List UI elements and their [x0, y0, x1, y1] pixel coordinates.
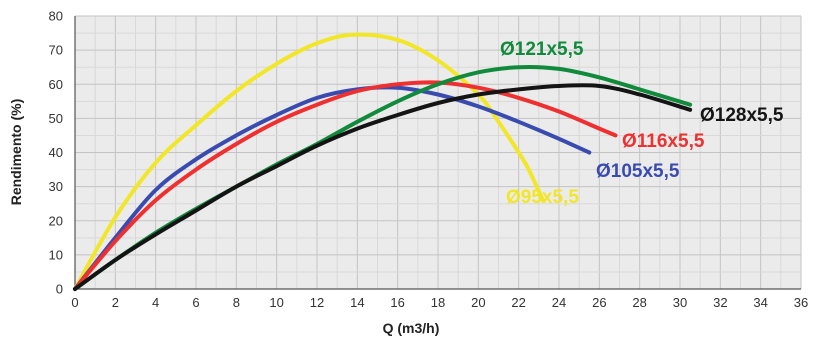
y-tick-label: 40: [49, 145, 63, 160]
series-line-2: [73, 85, 592, 291]
y-tick-label: 50: [49, 111, 63, 126]
series-label-3: Ø116x5,5: [622, 131, 705, 152]
x-tick-label: 6: [192, 295, 199, 310]
series-label-5: Ø128x5,5: [700, 105, 784, 126]
x-tick-label: 8: [233, 295, 240, 310]
y-tick-label: 80: [49, 9, 63, 24]
series-label-1: Ø95x5,5: [506, 187, 579, 208]
y-tick-label: 0: [56, 282, 63, 297]
x-tick-label: 28: [632, 295, 646, 310]
x-tick-label: 20: [471, 295, 485, 310]
y-tick-label: 20: [49, 213, 63, 228]
axes: [74, 16, 801, 290]
y-tick-label: 70: [49, 43, 63, 58]
series-line-1: [73, 32, 545, 291]
x-tick-label: 36: [794, 295, 808, 310]
x-tick-label: 10: [269, 295, 283, 310]
series-label-4: Ø121x5,5: [500, 39, 584, 60]
x-tick-label: 34: [753, 295, 767, 310]
x-tick-label: 24: [552, 295, 566, 310]
x-tick-label: 22: [511, 295, 525, 310]
y-tick-label: 10: [49, 247, 63, 262]
series-label-2: Ø105x5,5: [596, 161, 680, 182]
x-tick-label: 30: [673, 295, 687, 310]
x-tick-label: 18: [431, 295, 445, 310]
x-axis-title: Q (m3/h): [383, 320, 440, 336]
x-tick-label: 14: [350, 295, 364, 310]
x-tick-label: 0: [71, 295, 78, 310]
y-axis-title: Rendimento (%): [8, 99, 24, 206]
x-tick-label: 16: [390, 295, 404, 310]
y-tick-label: 60: [49, 77, 63, 92]
x-tick-label: 4: [152, 295, 159, 310]
x-tick-label: 12: [310, 295, 324, 310]
y-tick-label: 30: [49, 179, 63, 194]
tick-labels: 0 2 4 6 8 10 12 14 16 18 20 22 24 26 28 30 32 34 360102030…: [49, 9, 809, 311]
series-line-5: [73, 83, 693, 291]
x-tick-label: 2: [112, 295, 119, 310]
x-tick-label: 26: [592, 295, 606, 310]
series-line-3: [73, 80, 618, 291]
series-lines: [73, 32, 693, 291]
x-tick-label: 32: [713, 295, 727, 310]
grid: [74, 15, 802, 290]
series-labels: Ø95x5,5 Ø105x5,5 Ø116x5,5 Ø121x5,5 Ø128x5,5: [500, 39, 784, 208]
